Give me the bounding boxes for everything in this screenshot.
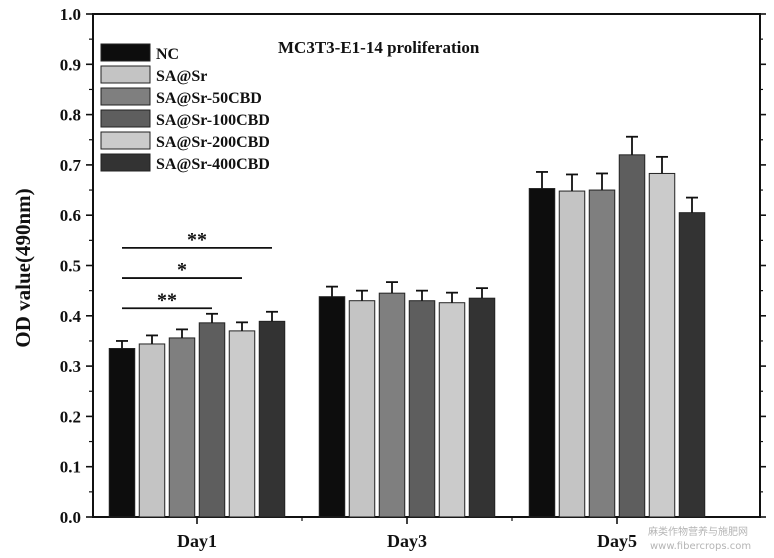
legend-swatch [100,65,151,84]
bar [228,330,256,518]
y-tick-label: 0.6 [60,206,81,225]
bar [378,292,406,518]
y-tick-label: 0.7 [60,156,82,175]
y-tick-label: 0.1 [60,458,81,477]
x-tick-label: Day3 [387,531,427,551]
bar [348,300,376,518]
chart-title: MC3T3-E1-14 proliferation [278,38,480,57]
y-tick-label: 1.0 [60,5,81,24]
bar [258,320,286,518]
significance-marker: * [177,259,187,281]
watermark: 麻类作物营养与施肥网 www.fibercrops.com [648,525,751,552]
bar [468,297,496,518]
y-tick-label: 0.9 [60,55,81,74]
watermark-line-2: www.fibercrops.com [650,541,751,552]
legend-swatch [100,153,151,172]
legend-swatch [100,109,151,128]
legend-label: SA@Sr-200CBD [156,134,270,151]
bar [528,188,556,518]
legend-label: SA@Sr-50CBD [156,90,262,107]
legend-label: SA@Sr-400CBD [156,156,270,173]
y-tick-label: 0.4 [60,307,82,326]
bars [108,135,706,518]
significance-marker: ** [157,289,177,311]
x-tick-label: Day1 [177,531,217,551]
y-tick-label: 0.2 [60,407,81,426]
bar [678,212,706,518]
bar [108,347,136,518]
y-tick-label: 0.3 [60,357,81,376]
bar [588,189,616,518]
bar [438,302,466,518]
bar [198,322,226,518]
bar [648,172,676,518]
y-axis-title: OD value(490nm) [11,188,35,347]
significance-marker: ** [187,229,207,251]
y-tick-label: 0.8 [60,106,81,125]
bar [618,154,646,518]
watermark-line-1: 麻类作物营养与施肥网 [648,525,748,538]
legend-label: SA@Sr [156,68,207,85]
significance-annotations: ***** [122,229,272,311]
x-tick-label: Day5 [597,531,637,551]
y-tick-label: 0.0 [60,508,81,527]
legend: NC SA@Sr SA@Sr-50CBD SA@Sr-100CBD SA@Sr-200C… [100,43,270,173]
legend-swatch [100,131,151,150]
y-tick-label: 0.5 [60,257,81,276]
legend-swatch [100,87,151,106]
bar [168,337,196,518]
legend-swatch [100,43,151,62]
bar [558,190,586,518]
legend-label: SA@Sr-100CBD [156,112,270,129]
legend-label: NC [156,46,179,63]
bar [408,300,436,518]
bar [138,343,166,518]
bar [318,296,346,518]
